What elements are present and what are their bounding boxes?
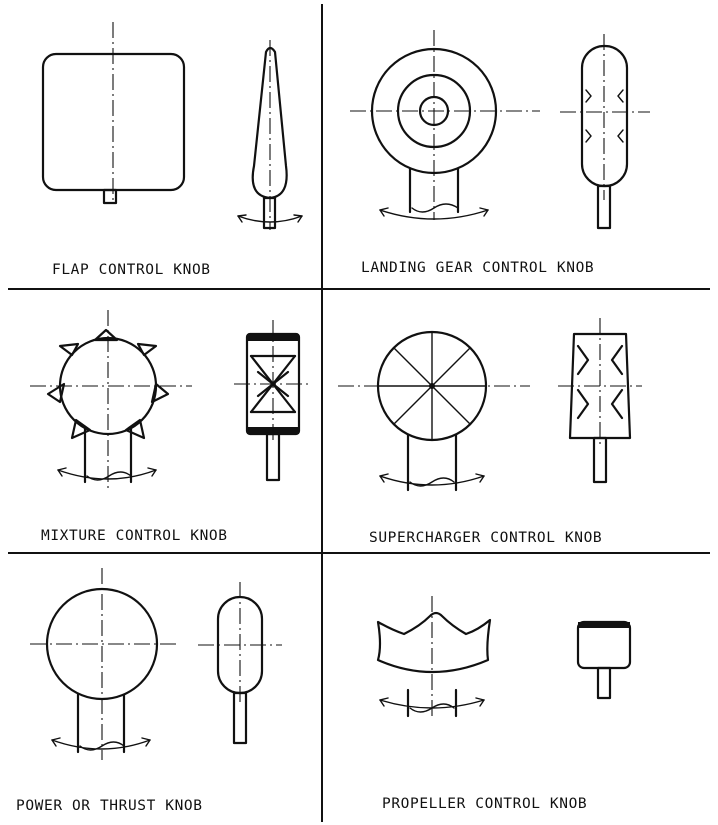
mixture-knob-label: MIXTURE CONTROL KNOB	[41, 528, 228, 544]
propeller-knob-side-view	[576, 620, 632, 700]
flap-knob-panel: FLAP CONTROL KNOB	[41, 22, 303, 278]
landing-gear-knob-panel: LANDING GEAR CONTROL KNOB	[350, 30, 650, 276]
mixture-knob-side-view	[234, 320, 312, 482]
mixture-knob-panel: MIXTURE CONTROL KNOB	[30, 310, 312, 544]
power-knob-side-view	[198, 582, 282, 745]
propeller-knob-label: PROPELLER CONTROL KNOB	[382, 796, 587, 812]
supercharger-knob-front-view	[338, 330, 530, 492]
mixture-knob-front-view	[30, 310, 192, 490]
supercharger-knob-side-view	[558, 318, 642, 484]
landing-gear-knob-side-view	[560, 34, 650, 230]
propeller-knob-front-view	[376, 596, 492, 718]
supercharger-knob-panel: SUPERCHARGER CONTROL KNOB	[338, 318, 642, 546]
flap-knob-side-view	[237, 40, 303, 230]
landing-gear-knob-front-view	[350, 30, 540, 220]
landing-gear-knob-label: LANDING GEAR CONTROL KNOB	[361, 260, 594, 276]
power-knob-front-view	[30, 568, 180, 760]
flap-knob-front-view	[41, 22, 186, 205]
flap-knob-label: FLAP CONTROL KNOB	[52, 262, 211, 278]
power-knob-label: POWER OR THRUST KNOB	[16, 798, 203, 814]
grid-dividers	[8, 4, 710, 822]
power-knob-panel: POWER OR THRUST KNOB	[16, 568, 282, 814]
supercharger-knob-label: SUPERCHARGER CONTROL KNOB	[369, 530, 602, 546]
propeller-knob-panel: PROPELLER CONTROL KNOB	[376, 596, 632, 812]
